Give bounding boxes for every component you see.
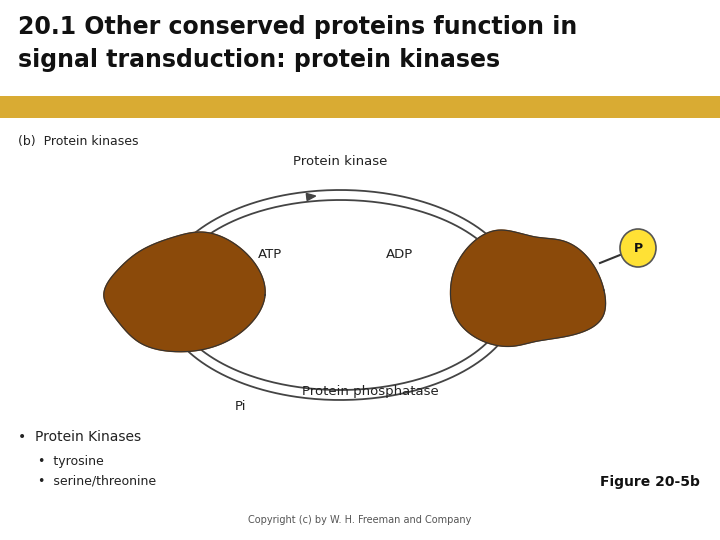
Polygon shape [104, 232, 265, 352]
Text: Figure 20-5b: Figure 20-5b [600, 475, 700, 489]
Text: •  Protein Kinases: • Protein Kinases [18, 430, 141, 444]
Text: signal transduction: protein kinases: signal transduction: protein kinases [18, 48, 500, 72]
Polygon shape [168, 320, 176, 329]
Text: 20.1 Other conserved proteins function in: 20.1 Other conserved proteins function i… [18, 15, 577, 39]
Polygon shape [503, 258, 510, 267]
Text: P: P [634, 241, 642, 254]
Text: Protein kinase: Protein kinase [293, 155, 387, 168]
Bar [0, 96, 720, 118]
Text: •  serine/threonine: • serine/threonine [18, 475, 156, 488]
Polygon shape [306, 193, 315, 200]
Text: Protein phosphatase: Protein phosphatase [302, 385, 438, 398]
Text: ATP: ATP [258, 248, 282, 261]
Text: Copyright (c) by W. H. Freeman and Company: Copyright (c) by W. H. Freeman and Compa… [248, 515, 472, 525]
Ellipse shape [620, 229, 656, 267]
Text: ADP: ADP [387, 248, 413, 261]
Polygon shape [451, 230, 606, 347]
Polygon shape [174, 253, 181, 262]
Text: Pi: Pi [234, 400, 246, 413]
Text: •  tyrosine: • tyrosine [18, 455, 104, 468]
Text: (b)  Protein kinases: (b) Protein kinases [18, 135, 138, 148]
